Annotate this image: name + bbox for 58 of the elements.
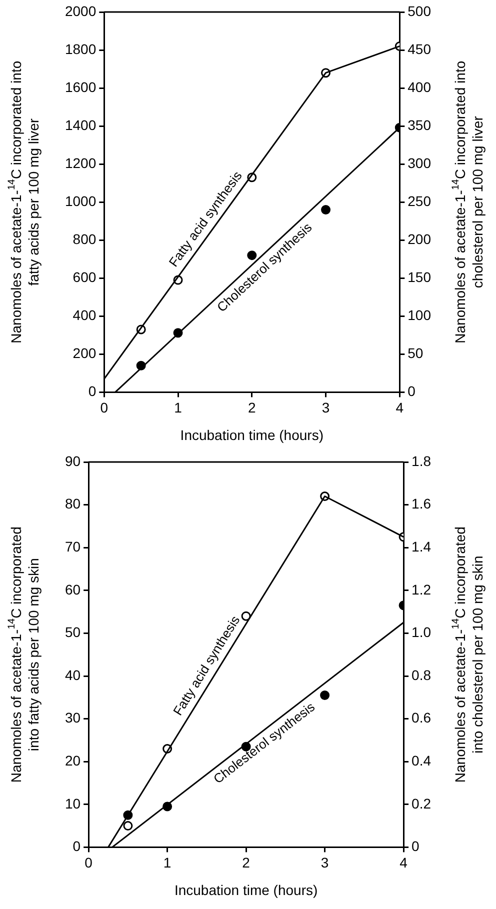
y-tick-label: 40	[64, 666, 81, 683]
y-tick-label: 1800	[64, 40, 96, 57]
x-tick-label: 1	[163, 854, 172, 870]
y-tick-label: 80	[64, 496, 81, 512]
y-tick-label: 200	[72, 345, 96, 362]
point	[241, 611, 251, 621]
y2-tick-label: 1.8	[412, 452, 432, 469]
y-tick-label: 0	[72, 838, 81, 854]
y-tick-label: 10	[64, 795, 81, 812]
y2-tick-label: 450	[408, 40, 432, 57]
y-tick-label: 60	[64, 581, 81, 598]
y-tick-label: 30	[64, 710, 81, 726]
x-axis-title: Incubation time (hours)	[174, 882, 318, 898]
y-tick-label: 0	[88, 383, 96, 400]
y-tick-label: 600	[72, 269, 96, 285]
point	[321, 204, 331, 214]
y-tick-label: 20	[64, 752, 81, 768]
y2-tick-label: 1.0	[412, 624, 432, 640]
x-tick-label: 3	[322, 399, 330, 416]
y-tick-label: 2000	[64, 2, 96, 19]
x-tick-label: 4	[400, 854, 408, 870]
y-tick-label: 1000	[64, 192, 96, 209]
y2-tick-label: 100	[408, 307, 432, 324]
y-tick-label: 1600	[64, 78, 96, 95]
x-axis-title: Incubation time (hours)	[180, 426, 324, 443]
y2-tick-label: 200	[408, 230, 432, 247]
x-tick-label: 1	[174, 399, 182, 416]
y2-tick-label: 0.8	[412, 666, 432, 683]
y2-tick-label: 150	[408, 269, 432, 285]
point	[247, 250, 257, 260]
y-tick-label: 800	[72, 230, 96, 247]
y2-tick-label: 1.2	[412, 581, 432, 598]
x-tick-label: 2	[248, 399, 256, 416]
y-tick-label: 50	[64, 624, 81, 640]
y-tick-label: 70	[64, 538, 81, 554]
point	[123, 821, 133, 831]
y2-tick-label: 0.6	[412, 710, 432, 726]
y-tick-label: 1400	[64, 116, 96, 133]
y2-tick-label: 50	[408, 345, 424, 362]
x-tick-label: 2	[242, 854, 250, 870]
y-tick-label: 400	[72, 307, 96, 324]
y2-tick-label: 500	[408, 2, 432, 19]
y2-tick-label: 1.4	[412, 538, 432, 554]
x-tick-label: 4	[396, 399, 404, 416]
point	[320, 690, 330, 700]
y2-tick-label: 250	[408, 192, 432, 209]
y2-tick-label: 1.6	[412, 496, 432, 512]
x-tick-label: 3	[320, 854, 329, 870]
y2-tick-label: 0.2	[412, 795, 432, 812]
y2-tick-label: 0	[408, 383, 416, 400]
x-tick-label: 0	[100, 399, 108, 416]
y2-tick-label: 0	[412, 838, 420, 854]
y2-tick-label: 400	[408, 78, 432, 95]
y-tick-label: 90	[64, 452, 81, 469]
y2-tick-label: 0.4	[412, 752, 432, 768]
y-tick-label: 1200	[64, 154, 96, 171]
y2-tick-label: 350	[408, 116, 432, 133]
y2-tick-label: 300	[408, 154, 432, 171]
